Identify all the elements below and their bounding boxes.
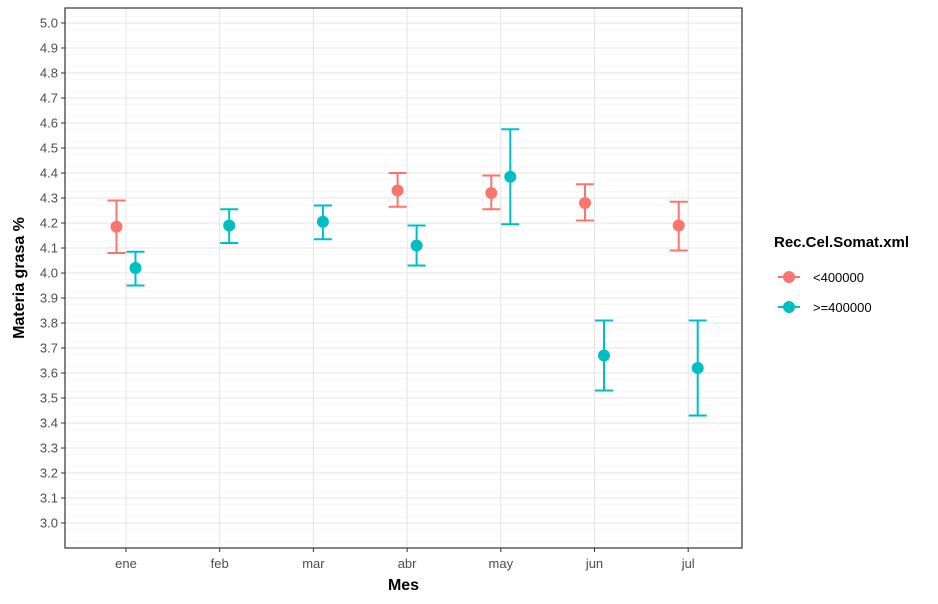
- data-point: [485, 187, 498, 199]
- y-tick-label: 3.4: [40, 416, 58, 431]
- y-tick-label: 4.3: [40, 191, 58, 206]
- legend-label: <400000: [813, 270, 864, 285]
- y-tick-label: 4.6: [40, 116, 58, 131]
- y-tick-label: 4.4: [40, 166, 58, 181]
- x-tick-label: feb: [211, 556, 229, 571]
- y-tick-label: 4.9: [40, 41, 58, 56]
- x-axis-title: Mes: [388, 577, 419, 594]
- y-tick-label: 3.5: [40, 391, 58, 406]
- y-tick-label: 3.0: [40, 516, 58, 531]
- legend-key-point: [783, 271, 795, 283]
- legend: Rec.Cel.Somat.xml <400000 >=400000: [774, 234, 909, 315]
- plot-area: 3.0 3.1 3.2 3.3 3.4 3.5 3.6 3.7 3.8 3.9 4.0 4.1 4.2 4…: [40, 7, 743, 571]
- x-tick-label: mar: [302, 556, 325, 571]
- y-axis-title: Materia grasa %: [11, 217, 28, 339]
- legend-title: Rec.Cel.Somat.xml: [774, 234, 909, 251]
- data-point: [504, 170, 517, 183]
- data-point: [691, 362, 704, 374]
- panel-border: [64, 7, 743, 549]
- data-point: [579, 197, 591, 209]
- y-tick-label: 4.0: [40, 266, 58, 281]
- y-tick-label: 3.6: [40, 366, 58, 381]
- y-tick-label: 4.8: [40, 66, 58, 81]
- data-point: [129, 262, 142, 274]
- x-tick-label: jun: [585, 556, 603, 571]
- legend-label: >=400000: [813, 300, 872, 315]
- data-point: [410, 239, 423, 252]
- data-point: [223, 219, 236, 232]
- y-tick-label: 4.5: [40, 141, 58, 156]
- x-tick-label: abr: [398, 556, 417, 571]
- y-tick-label: 3.8: [40, 316, 58, 331]
- data-point: [598, 349, 610, 362]
- data-point: [391, 184, 404, 197]
- y-tick-label: 4.7: [40, 91, 58, 106]
- y-tick-label: 3.3: [40, 441, 58, 456]
- legend-item: >=400000: [778, 300, 872, 315]
- data-point: [110, 220, 123, 233]
- y-tick-label: 3.7: [40, 341, 58, 356]
- y-tick-label: 4.2: [40, 216, 58, 231]
- y-tick-label: 3.1: [40, 491, 58, 506]
- x-tick-label: jul: [681, 556, 695, 571]
- y-tick-label: 3.2: [40, 466, 58, 481]
- legend-key-point: [783, 301, 795, 313]
- x-tick-label: ene: [115, 556, 137, 571]
- legend-item: <400000: [778, 270, 864, 285]
- y-tick-label: 5.0: [40, 16, 58, 31]
- y-tick-label: 4.1: [40, 241, 58, 256]
- data-point: [316, 215, 329, 228]
- data-point: [672, 219, 685, 232]
- x-tick-label: may: [489, 556, 514, 571]
- y-tick-label: 3.9: [40, 291, 58, 306]
